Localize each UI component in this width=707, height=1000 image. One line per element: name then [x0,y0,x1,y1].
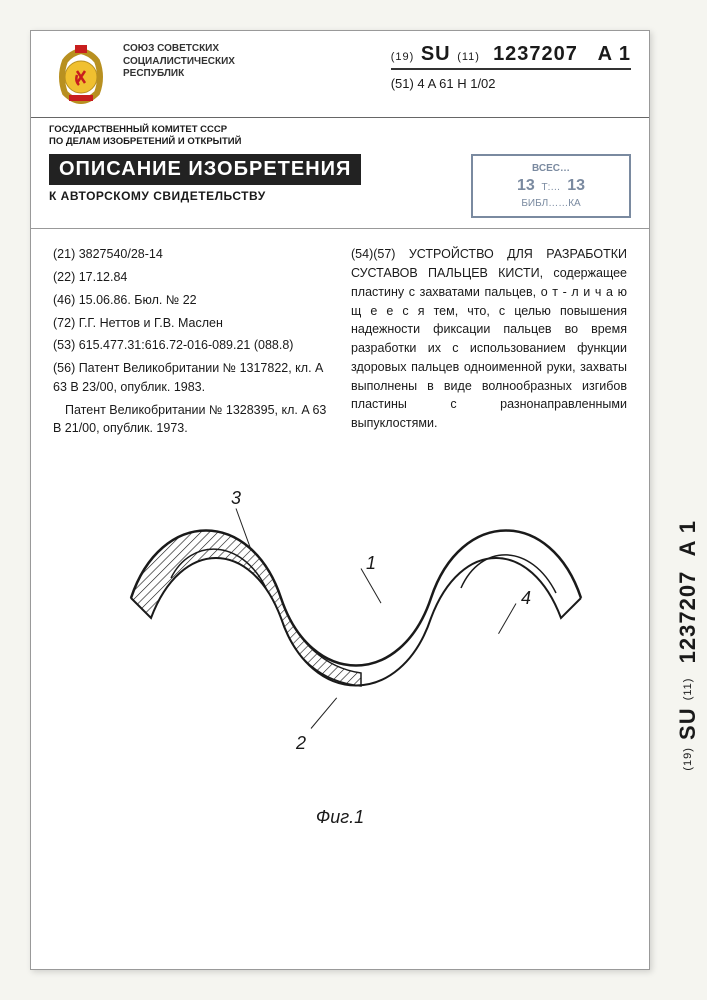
figure-1: 1 2 3 4 Фиг.1 [61,468,619,838]
document-subtitle: К АВТОРСКОМУ СВИДЕТЕЛЬСТВУ [49,189,451,203]
field-21: (21) 3827540/28-14 [53,245,329,264]
side-suffix: (11) [682,678,694,701]
publication-id: (19) SU (11) 1237207 A 1 (51) 4 A 61 H 1… [391,43,631,91]
field-72: (72) Г.Г. Неттов и Г.В. Маслен [53,314,329,333]
field-22: (22) 17.12.84 [53,268,329,287]
stamp-line3: БИБЛ……КА [483,197,619,211]
right-column: (54)(57) УСТРОЙСТВО ДЛЯ РАЗРАБОТКИ СУСТА… [351,245,627,442]
pub-number: 1237207 [493,43,578,65]
callout-2: 2 [296,733,306,754]
union-label: СОЮЗ СОВЕТСКИХ СОЦИАЛИСТИЧЕСКИХ РЕСПУБЛИ… [123,43,253,81]
figure-label: Фиг.1 [316,807,364,828]
abstract: (54)(57) УСТРОЙСТВО ДЛЯ РАЗРАБОТКИ СУСТА… [351,245,627,433]
callout-3: 3 [231,488,241,509]
pub-country: SU [421,43,451,65]
side-kind: A 1 [675,520,700,556]
library-stamp: ВСЕС… 13 Т:… 13 БИБЛ……КА [471,154,631,219]
left-column: (21) 3827540/28-14 (22) 17.12.84 (46) 15… [53,245,329,442]
ussr-emblem-icon [49,43,113,107]
field-56a: (56) Патент Великобритании № 1317822, кл… [53,359,329,397]
body: (21) 3827540/28-14 (22) 17.12.84 (46) 15… [31,228,649,458]
figure-drawing-icon [61,468,621,808]
committee-label: ГОСУДАРСТВЕННЫЙ КОМИТЕТ СССР ПО ДЕЛАМ ИЗ… [31,118,291,150]
side-pub-id: (19) SU (11) 1237207 A 1 [675,520,701,771]
side-number: 1237207 [675,571,700,664]
patent-page: СОЮЗ СОВЕТСКИХ СОЦИАЛИСТИЧЕСКИХ РЕСПУБЛИ… [30,30,650,970]
pub-prefix: (19) [391,51,415,63]
header: СОЮЗ СОВЕТСКИХ СОЦИАЛИСТИЧЕСКИХ РЕСПУБЛИ… [31,31,649,118]
stamp-num-right: 13 [567,175,585,197]
document-title: ОПИСАНИЕ ИЗОБРЕТЕНИЯ [49,154,361,185]
stamp-mid: Т:… [542,182,561,193]
field-46: (46) 15.06.86. Бюл. № 22 [53,291,329,310]
callout-1: 1 [366,553,376,574]
title-row: ОПИСАНИЕ ИЗОБРЕТЕНИЯ К АВТОРСКОМУ СВИДЕТ… [31,150,649,229]
pub-kind: A 1 [598,43,631,65]
ipc-prefix: (51) 4 [391,76,425,91]
field-56b: Патент Великобритании № 1328395, кл. A 6… [53,401,329,439]
side-country: SU [675,707,700,740]
field-53: (53) 615.477.31:616.72-016-089.21 (088.8… [53,336,329,355]
stamp-line1: ВСЕС… [483,162,619,176]
callout-4: 4 [521,588,531,609]
ipc-code: A 61 H 1/02 [428,76,496,91]
pub-suffix: (11) [457,51,480,63]
side-prefix: (19) [682,747,694,771]
stamp-num-left: 13 [517,175,535,197]
